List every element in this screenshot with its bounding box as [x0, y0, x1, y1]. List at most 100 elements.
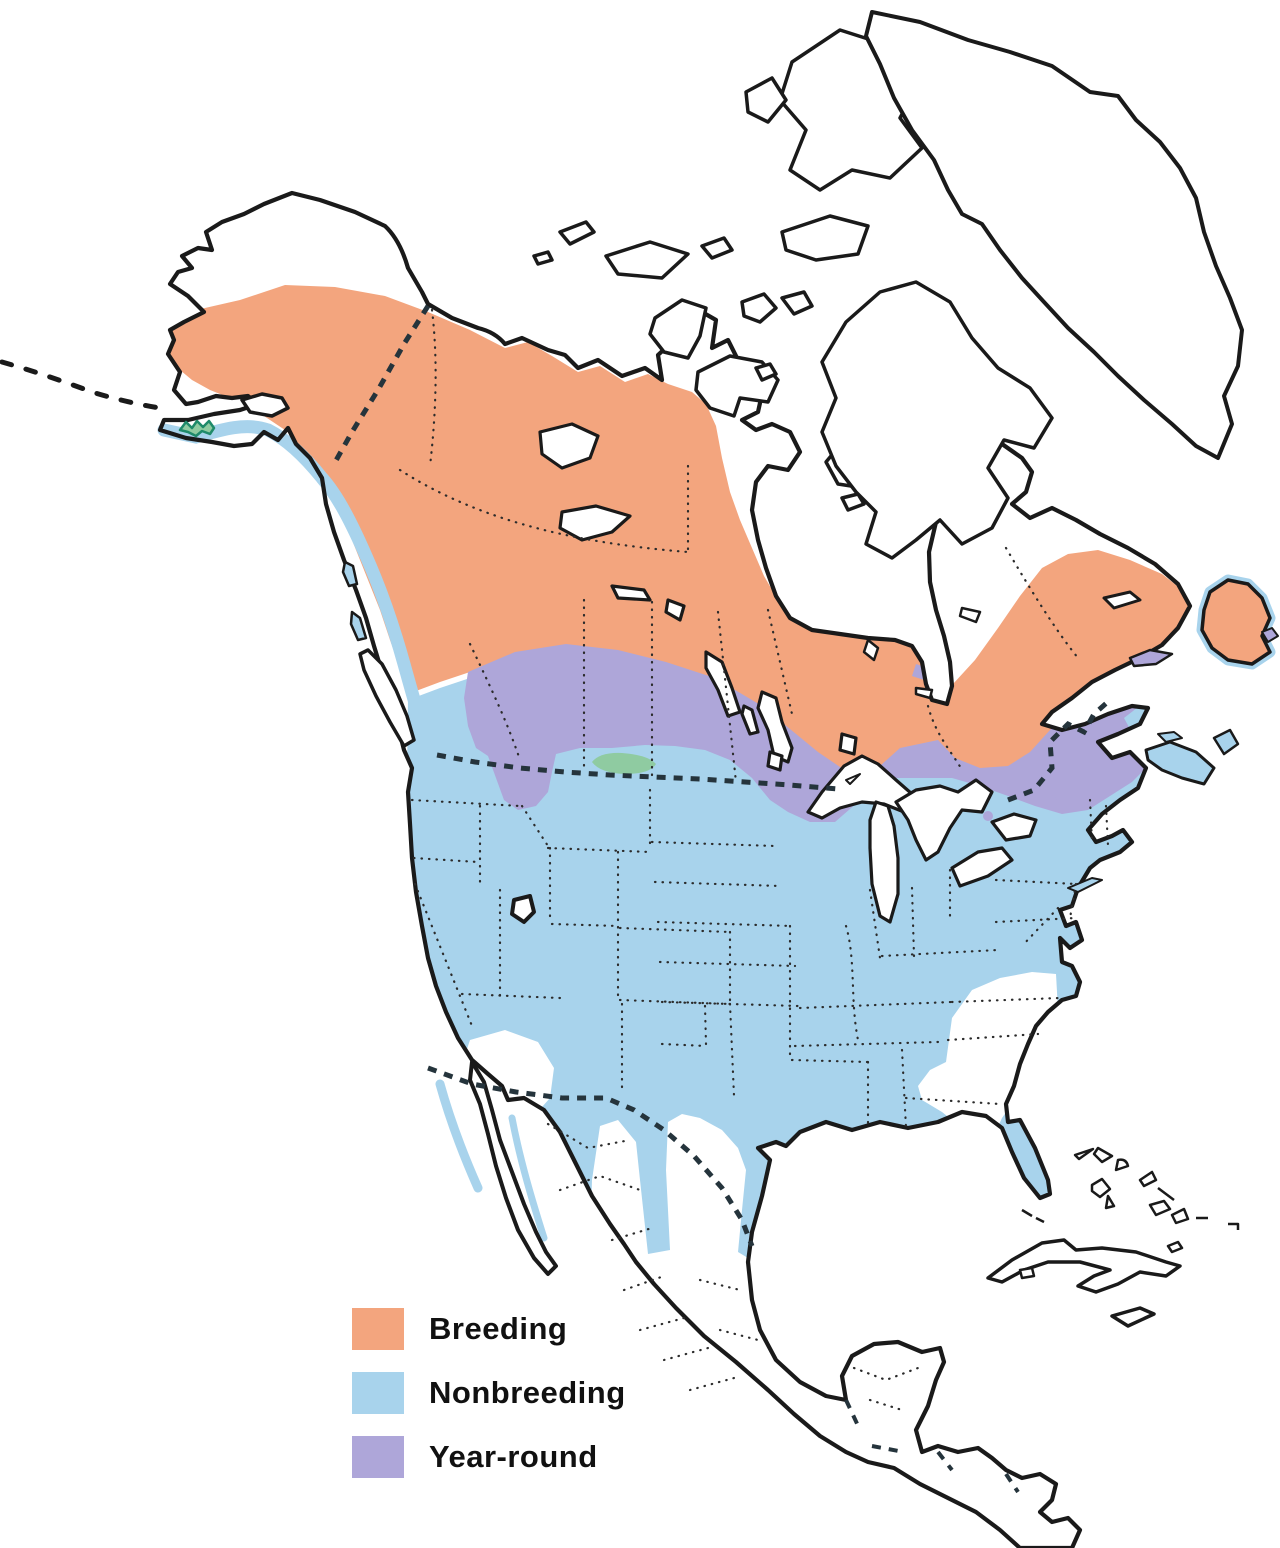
legend-label-nonbreeding: Nonbreeding — [429, 1375, 626, 1410]
border-us-mexico — [427, 1065, 755, 1247]
border-mb-on — [716, 610, 738, 784]
lake-winnipegosis — [740, 704, 760, 736]
island-haida-gwaii-north — [341, 560, 359, 588]
yearround-swatch — [352, 1436, 404, 1478]
border-sd-ne — [653, 880, 782, 888]
lake-ontario — [990, 812, 1038, 842]
bahama-cay — [1138, 1170, 1158, 1188]
island-king-william — [754, 362, 778, 382]
island-belcher — [862, 638, 880, 662]
border-mex-state-3 — [610, 1226, 654, 1242]
border-mex-state-9 — [718, 1328, 760, 1342]
island-prince-edward — [1157, 731, 1183, 743]
border-wa-or — [410, 798, 522, 808]
map-legend: Breeding Nonbreeding Year-round — [352, 1308, 626, 1500]
bahama-cay — [1166, 1240, 1184, 1254]
border-va-nc — [950, 996, 1062, 1004]
island-jamaica — [1110, 1306, 1156, 1328]
island-anticosti — [1128, 648, 1174, 668]
legend-row-nonbreeding: Nonbreeding — [352, 1372, 626, 1414]
peninsula-baja-california — [468, 1060, 558, 1276]
island-devon — [780, 214, 870, 262]
yearround-dot-ontario — [983, 811, 993, 821]
border-alaska-yukon — [331, 304, 431, 466]
bahama-cay — [1104, 1194, 1116, 1210]
island-cuba — [986, 1238, 1182, 1294]
legend-label-yearround: Year-round — [429, 1439, 598, 1474]
border-nd-sd — [650, 840, 777, 848]
border-ar-la — [790, 1058, 870, 1064]
border-nc-sc — [946, 1032, 1040, 1042]
islands-bahamas — [1021, 1146, 1240, 1254]
island-arctic-small — [532, 250, 554, 266]
lake-melville — [1102, 590, 1142, 610]
border-mex-state-5 — [638, 1316, 686, 1332]
border-ky-tn — [798, 1000, 954, 1010]
nonbreeding-swatch — [352, 1372, 404, 1414]
kodiak-migration-scribble — [178, 419, 216, 438]
island-somerset — [780, 290, 814, 316]
lake-great-bear — [538, 422, 600, 470]
state-province-borders — [398, 308, 1110, 1412]
island-bathurst — [700, 236, 734, 260]
border-id-mt — [520, 804, 550, 848]
island-cape-breton — [1212, 728, 1240, 756]
border-mex-state-6 — [662, 1346, 710, 1362]
legend-row-yearround: Year-round — [352, 1436, 626, 1478]
border-mex-state-2 — [558, 1174, 642, 1192]
island-haida-gwaii-south — [349, 610, 368, 642]
island-coats — [840, 492, 866, 512]
lake-winnipeg — [756, 690, 794, 764]
migration-patch-border — [592, 752, 656, 774]
lake-of-the-woods — [766, 750, 784, 772]
pacific-coastal-fringe — [157, 420, 548, 1242]
bahama-cay — [1157, 1187, 1175, 1201]
florida-keys — [1021, 1208, 1045, 1224]
international-borders — [331, 304, 1112, 1494]
border-ne-ks — [656, 920, 794, 928]
legend-label-breeding: Breeding — [429, 1311, 568, 1346]
island-vancouver — [358, 648, 416, 748]
border-pa-n — [994, 878, 1078, 886]
border-mex-state-1 — [546, 1122, 632, 1150]
border-or-ca — [412, 856, 480, 864]
island-isla-juventud — [1018, 1266, 1036, 1280]
lake-huron — [894, 778, 994, 862]
island-banks — [648, 298, 708, 360]
bahama-cay — [1073, 1147, 1095, 1161]
bahama-cay — [1092, 1146, 1114, 1164]
great-salt-lake — [510, 894, 536, 924]
border-ut-az — [460, 992, 562, 1000]
border-ohio-river — [880, 948, 1000, 958]
border-60th-parallel — [398, 468, 690, 554]
aleutian-islands-chain — [0, 359, 163, 411]
yearround-dot-ny — [1043, 795, 1057, 809]
island-newfoundland — [1200, 578, 1272, 666]
border-md-va — [1020, 906, 1060, 948]
border-mex-state-4 — [622, 1274, 666, 1292]
border-tn-s — [793, 1040, 940, 1048]
border-nm-tx — [728, 1002, 736, 1098]
lake-quebec-small — [958, 606, 982, 624]
border-al-ga — [900, 1048, 908, 1130]
lake-nipigon — [838, 732, 858, 756]
breeding-swatch — [352, 1308, 404, 1350]
island-baffin — [820, 280, 1054, 560]
island-st-pierre-area — [1261, 627, 1279, 643]
border-mex-state-8 — [698, 1278, 742, 1292]
fringe-baja-gulf — [508, 1114, 548, 1242]
island-melville — [604, 240, 690, 280]
isle-royale — [845, 773, 861, 785]
border-mb-nu — [766, 608, 794, 716]
lake-great-slave — [558, 504, 632, 542]
island-kodiak — [240, 392, 290, 418]
border-mex-state-7 — [688, 1376, 736, 1392]
lake-michigan — [868, 800, 900, 924]
bahama-cay — [1228, 1222, 1240, 1230]
bahama-cay — [1114, 1158, 1130, 1172]
lakes — [510, 422, 1142, 924]
bahama-cay — [1090, 1177, 1112, 1199]
border-us-canada-east — [1007, 698, 1112, 803]
border-guatemala — [844, 1399, 862, 1431]
